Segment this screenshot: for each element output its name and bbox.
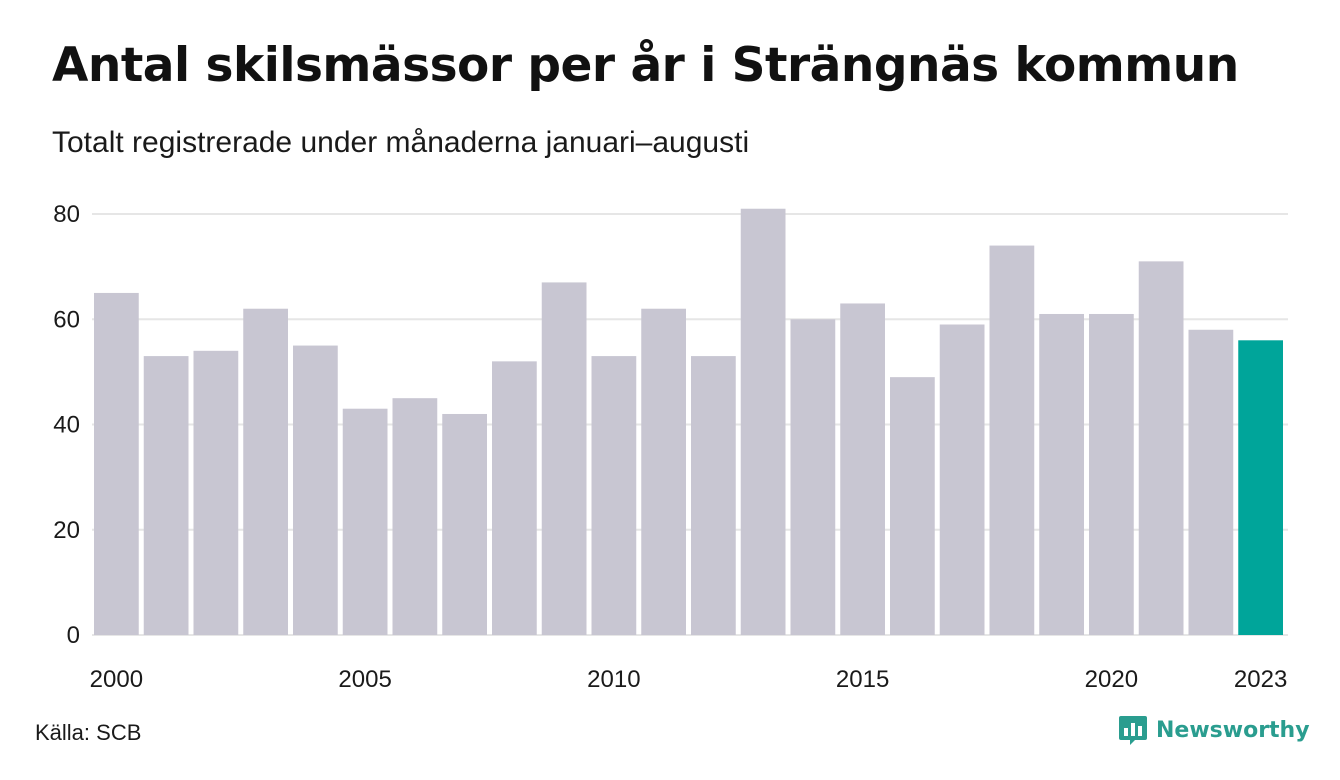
x-tick-label-2020: 2020 — [1085, 666, 1138, 693]
x-tick-label-2000: 2000 — [90, 666, 143, 693]
bar-2009 — [541, 282, 587, 635]
bar-2001 — [143, 356, 189, 635]
y-tick-label-40: 40 — [53, 412, 80, 439]
bar-2000 — [94, 292, 139, 635]
y-tick-label-0: 0 — [67, 622, 80, 649]
bar-2022 — [1188, 329, 1234, 635]
bar-2006 — [392, 398, 438, 635]
chart-title: Antal skilsmässor per år i Strängnäs kom… — [52, 38, 1239, 93]
bar-2017 — [939, 324, 985, 635]
chart-subtitle: Totalt registrerade under månaderna janu… — [52, 126, 750, 159]
x-tick-label-2023: 2023 — [1234, 666, 1287, 693]
y-tick-label-20: 20 — [53, 517, 80, 544]
bar-2008 — [492, 361, 537, 635]
x-tick-label-2010: 2010 — [587, 666, 640, 693]
bar-chart-bubble-icon — [1119, 716, 1147, 745]
bar-2003 — [243, 308, 288, 635]
bars — [94, 208, 1283, 636]
bar-2023 — [1238, 340, 1283, 635]
x-tick-label-2005: 2005 — [338, 666, 391, 693]
bar-2019 — [1039, 313, 1084, 635]
bar-2004 — [293, 345, 338, 635]
bar-2016 — [890, 377, 935, 635]
bar-2012 — [691, 356, 736, 635]
bar-2005 — [342, 408, 388, 635]
bar-2002 — [193, 350, 239, 635]
bar-2011 — [641, 308, 686, 635]
y-tick-label-80: 80 — [53, 201, 80, 228]
bar-2021 — [1138, 261, 1184, 635]
bar-2014 — [790, 319, 836, 635]
bar-chart: 0 20 40 60 80 2000 2005 2010 2015 2020 2023 — [53, 201, 1288, 693]
gridlines — [92, 213, 1288, 636]
x-tick-label-2015: 2015 — [836, 666, 889, 693]
bar-2015 — [840, 303, 885, 635]
brand-name: Newsworthy — [1156, 717, 1310, 743]
source-note: Källa: SCB — [35, 720, 142, 745]
bar-2010 — [591, 356, 637, 635]
bar-2018 — [989, 245, 1035, 635]
bar-2013 — [740, 208, 786, 636]
brand-logo: Newsworthy — [1118, 714, 1310, 746]
bar-2020 — [1089, 313, 1134, 635]
y-axis-labels: 0 20 40 60 80 — [53, 201, 80, 649]
bar-2007 — [442, 413, 487, 635]
x-axis-labels: 2000 2005 2010 2015 2020 2023 — [90, 666, 1288, 693]
y-tick-label-60: 60 — [53, 306, 80, 333]
